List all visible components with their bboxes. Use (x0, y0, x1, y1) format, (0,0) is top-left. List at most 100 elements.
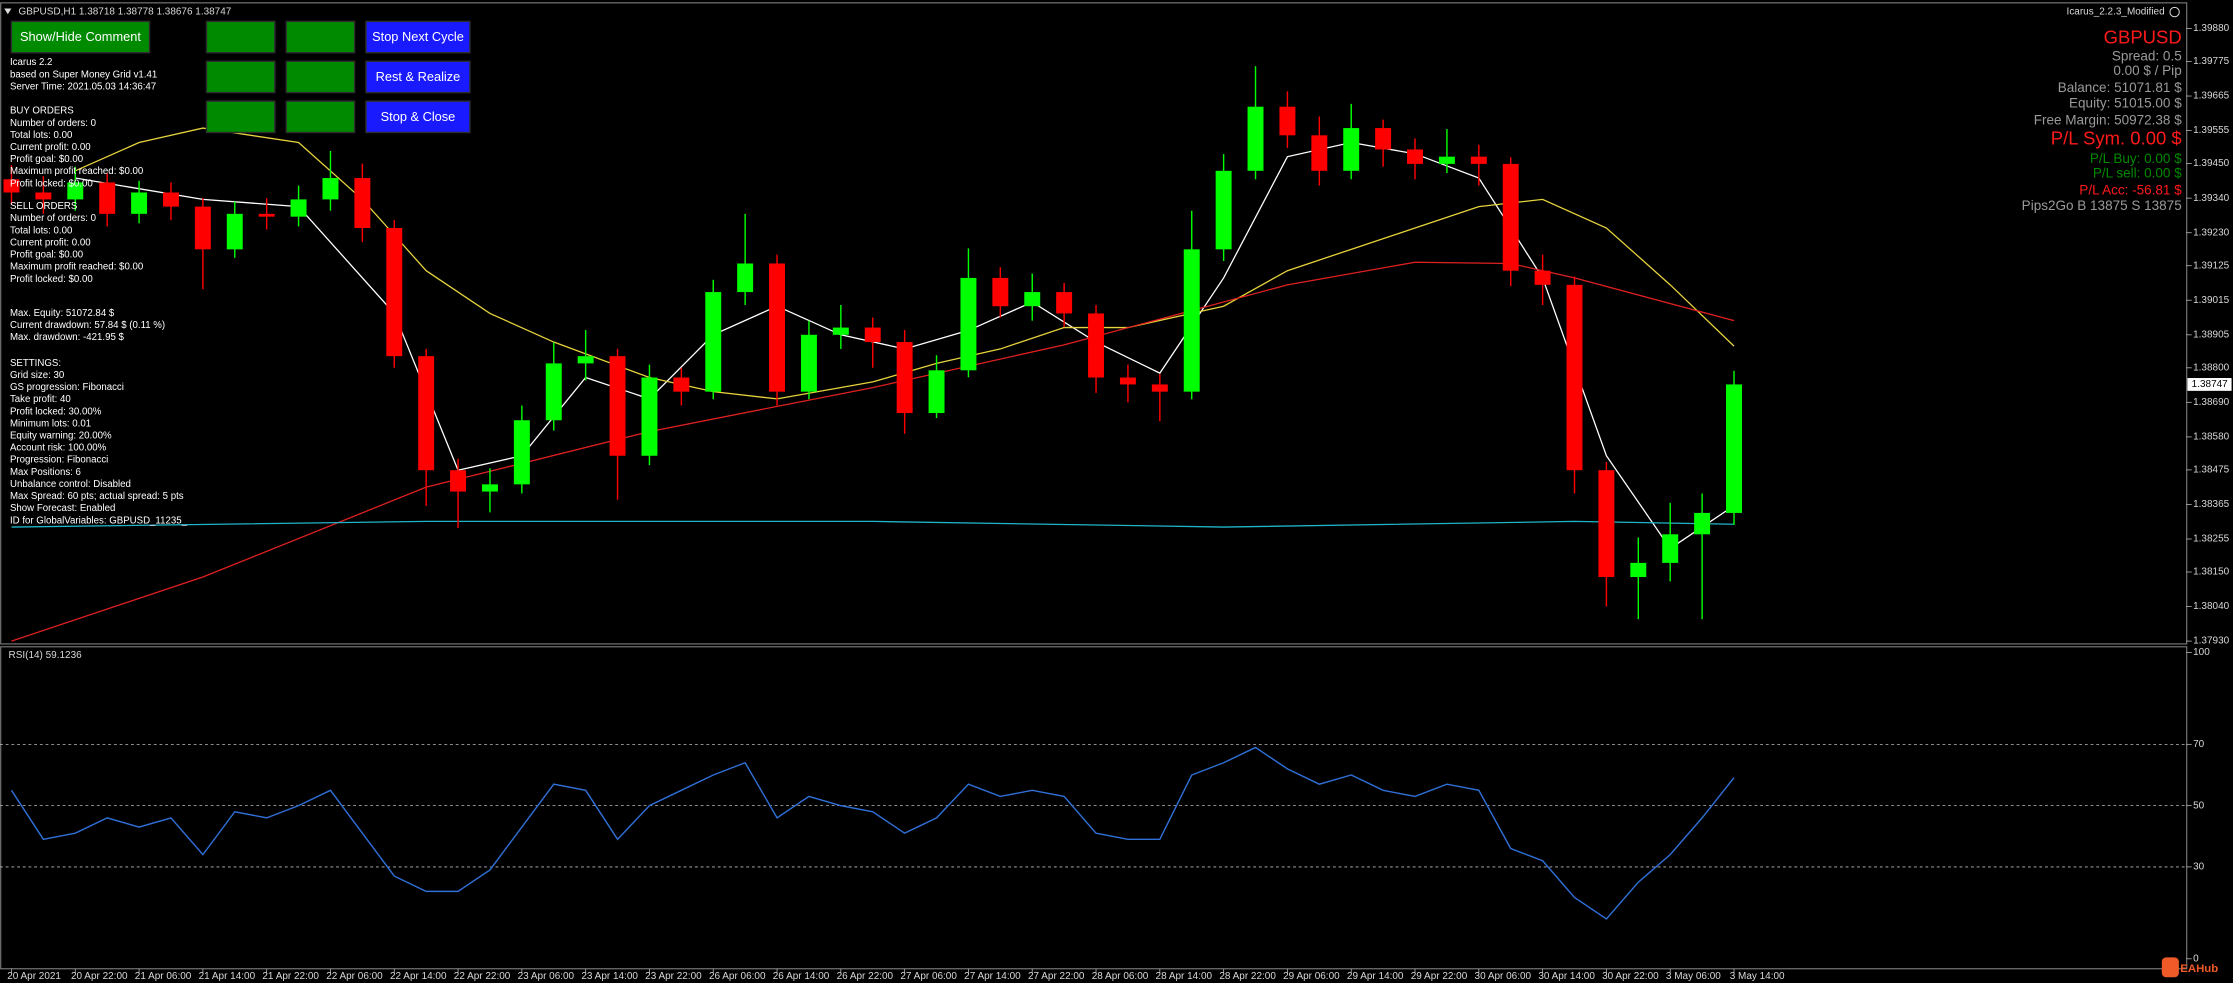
x-tick-label: 29 Apr 22:00 (1411, 971, 1468, 982)
blank-button[interactable] (205, 60, 276, 94)
comment-line: BUY ORDERS (10, 106, 74, 117)
candle-body (226, 213, 243, 250)
candle-body (163, 192, 179, 207)
comment-line: Unbalance control: Disabled (10, 479, 131, 490)
x-tick-label: 28 Apr 14:00 (1156, 971, 1213, 982)
dash-pip: 0.00 $ / Pip (2113, 63, 2181, 78)
stop-next-button[interactable] (365, 20, 471, 54)
blank-button[interactable] (285, 100, 356, 134)
candle-body (737, 263, 754, 293)
candle-body (1566, 284, 1583, 471)
comment-line: Number of orders: 0 (10, 118, 96, 129)
candle-body (513, 420, 530, 485)
blank-button[interactable] (205, 100, 276, 134)
comment-line: GS progression: Fibonacci (10, 382, 124, 393)
x-tick-label: 21 Apr 14:00 (199, 971, 256, 982)
y-tick-label: 1.38040 (2193, 601, 2229, 612)
x-tick-label: 23 Apr 14:00 (581, 971, 638, 982)
comment-line: Total lots: 0.00 (10, 130, 72, 141)
dash-balance: Balance: 51071.81 $ (2058, 80, 2182, 95)
rest-button[interactable] (365, 60, 471, 94)
y-tick-label: 1.38800 (2193, 362, 2229, 373)
candle-body (1598, 470, 1615, 578)
blank-button[interactable] (285, 60, 356, 94)
stop-close-button[interactable] (365, 100, 471, 134)
x-tick-label: 26 Apr 06:00 (709, 971, 766, 982)
candle-body (1279, 106, 1296, 136)
comment-line: based on Super Money Grid v1.41 (10, 69, 157, 80)
x-tick-label: 26 Apr 22:00 (837, 971, 894, 982)
candle-body (131, 192, 148, 214)
candle-body (992, 277, 1009, 307)
menu-arrow[interactable] (4, 8, 12, 15)
candle-body (3, 179, 20, 193)
blank-button[interactable] (205, 20, 276, 54)
expert-name: Icarus_2.2.3_Modified (2067, 7, 2165, 18)
y-tick-label: 1.38150 (2193, 567, 2229, 578)
candle-body (1056, 292, 1073, 314)
comment-line: Total lots: 0.00 (10, 225, 72, 236)
x-tick-label: 3 May 06:00 (1666, 971, 1721, 982)
y-tick-label: 1.39015 (2193, 295, 2229, 306)
comment-line: ID for GlobalVariables: GBPUSD_11235_ (10, 515, 188, 526)
candle-body (67, 182, 84, 200)
candle-body (450, 470, 467, 492)
candle-body (545, 363, 562, 421)
y-tick-label: 50 (2193, 800, 2205, 811)
watermark-icon (2161, 957, 2179, 978)
y-tick-label: 1.38690 (2193, 397, 2229, 408)
comment-line: Account risk: 100.00% (10, 443, 107, 454)
candle-body (99, 182, 116, 214)
button-panel: Show/Hide Comment Stop Next Cycle Rest &… (10, 20, 471, 134)
blank-button[interactable] (285, 20, 356, 54)
candle-body (1311, 135, 1328, 171)
rsi-panel (0, 646, 2188, 970)
x-tick-label: 30 Apr 14:00 (1538, 971, 1595, 982)
main-panel (0, 2, 2188, 645)
expert-icon[interactable] (2169, 6, 2180, 18)
candle-body (481, 484, 498, 492)
comment-line: Max Spread: 60 pts; actual spread: 5 pts (10, 491, 184, 502)
candle-body (386, 227, 403, 357)
show-hide-button[interactable] (10, 20, 151, 54)
dash-spread: Spread: 0.5 (2112, 49, 2182, 64)
candle-body (609, 356, 626, 456)
button-label: Stop & Close (381, 109, 456, 124)
y-tick-label: 1.39340 (2193, 193, 2229, 204)
x-tick-label: 30 Apr 06:00 (1475, 971, 1532, 982)
x-tick-label: 26 Apr 14:00 (773, 971, 830, 982)
candle-body (1088, 313, 1105, 378)
candle-body (1726, 384, 1742, 513)
y-tick-label: 1.38905 (2193, 329, 2229, 340)
x-tick-label: 27 Apr 14:00 (964, 971, 1021, 982)
candle-body (1630, 562, 1647, 578)
y-tick-label: 1.38475 (2193, 465, 2229, 476)
watermark: EAHub (2180, 963, 2218, 975)
dash-pl-buy: P/L Buy: 0.00 $ (2090, 151, 2182, 166)
button-label: Stop Next Cycle (372, 29, 464, 44)
candle-body (35, 192, 52, 200)
y-tick-label: 1.39125 (2193, 260, 2229, 271)
y-tick-label: 1.39665 (2193, 91, 2229, 102)
comment-line: Equity warning: 20.00% (10, 431, 112, 442)
candle-body (194, 206, 211, 250)
candle-body (864, 327, 881, 343)
x-tick-label: 21 Apr 06:00 (135, 971, 192, 982)
plot: 1.39880 1.39775 1.39665 1.39555 1.39450 1.393… (0, 23, 2232, 982)
candle-body (896, 342, 913, 414)
candle-body (1024, 292, 1041, 307)
candle-body (960, 277, 977, 371)
dash-free-margin: Free Margin: 50972.38 $ (2034, 113, 2182, 128)
comment-line: Show Forecast: Enabled (10, 503, 115, 514)
dashboard: GBPUSD Spread: 0.5 0.00 $ / Pip Balance:… (2022, 26, 2183, 213)
candle-body (1151, 384, 1168, 392)
comment-line: Number of orders: 0 (10, 213, 96, 224)
dash-pips2go: Pips2Go B 13875 S 13875 (2022, 198, 2182, 213)
button-label: Rest & Realize (376, 69, 461, 84)
comment-line: SELL ORDERS (10, 201, 77, 212)
candle-body (1438, 156, 1455, 164)
candle-body (1215, 170, 1232, 250)
comment-line: Icarus 2.2 (10, 57, 52, 68)
